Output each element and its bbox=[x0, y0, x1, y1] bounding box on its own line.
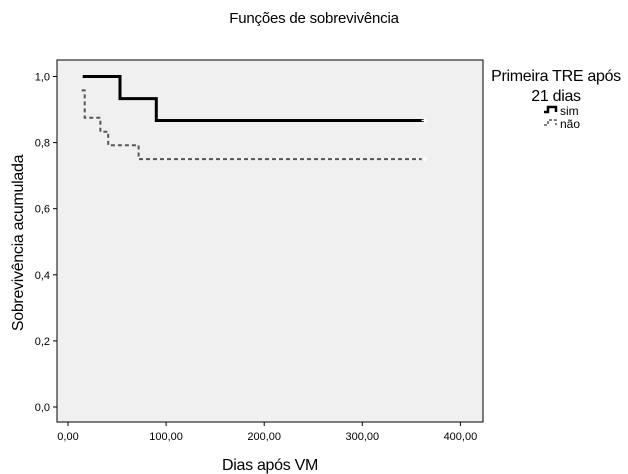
x-tick-label: 400,00 bbox=[444, 431, 478, 443]
x-tick-label: 300,00 bbox=[345, 431, 379, 443]
y-tick-label: 0,0 bbox=[35, 402, 50, 414]
legend-swatch bbox=[544, 105, 558, 114]
censor-mark bbox=[421, 156, 428, 163]
x-axis: 0,00 100,00 200,00 300,00 400,00 bbox=[57, 422, 477, 443]
y-tick-label: 0,6 bbox=[35, 204, 50, 216]
x-tick-label: 200,00 bbox=[247, 431, 281, 443]
y-tick-label: 0,8 bbox=[35, 138, 50, 150]
x-tick-label: 100,00 bbox=[149, 431, 183, 443]
legend-label: sim bbox=[560, 104, 579, 118]
y-tick-label: 0,2 bbox=[35, 336, 50, 348]
y-tick-label: 0,4 bbox=[35, 270, 50, 282]
censor-mark bbox=[421, 117, 428, 124]
y-tick-label: 1,0 bbox=[35, 72, 50, 84]
x-tick-label: 0,00 bbox=[57, 431, 78, 443]
legend-title-line-2: 21 dias bbox=[531, 88, 581, 105]
series-layer bbox=[81, 75, 428, 163]
chart-title: Funções de sobrevivência bbox=[229, 10, 399, 27]
legend-item: não bbox=[544, 117, 580, 131]
plot-area bbox=[56, 59, 484, 423]
series-line-sim bbox=[82, 75, 425, 122]
y-axis: 0,0 0,2 0,4 0,6 0,8 1,0 bbox=[35, 72, 57, 414]
legend-label: não bbox=[560, 117, 580, 131]
legend-swatch bbox=[544, 119, 557, 126]
x-axis-title: Dias após VM bbox=[222, 457, 318, 474]
series-line-nao bbox=[81, 89, 425, 161]
y-axis-title: Sobrevivência acumulada bbox=[10, 154, 27, 331]
legend-item: sim bbox=[544, 104, 579, 118]
legend-title-line-1: Primeira TRE após bbox=[491, 68, 621, 85]
